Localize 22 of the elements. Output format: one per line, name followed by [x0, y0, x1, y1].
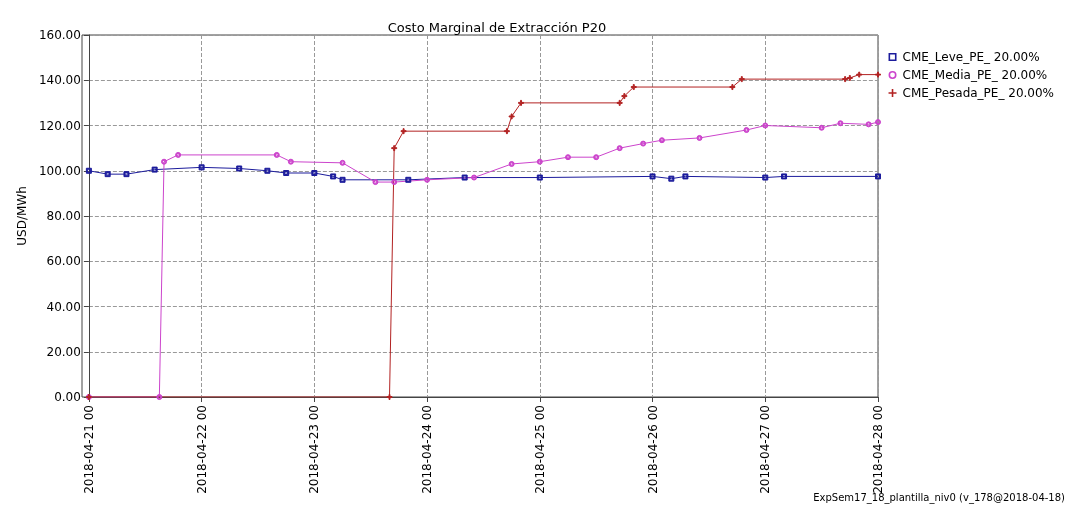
y-tick-label: 120.00: [38, 118, 81, 133]
y-tick-label: 100.00: [38, 163, 81, 178]
legend-label: CME_Leve_PE_ 20.00%: [902, 50, 1040, 64]
y-tick-label: 160.00: [38, 28, 81, 42]
y-tick-label: 60.00: [46, 254, 81, 269]
x-tick-label: 2018-04-25 00: [532, 405, 547, 494]
legend-label: CME_Pesada_PE_ 20.00%: [902, 86, 1055, 100]
x-tick-label: 2018-04-24 00: [420, 405, 435, 494]
y-tick-label: 40.00: [46, 299, 81, 314]
x-tick-label: 2018-04-21 00: [81, 405, 96, 494]
y-tick-label: 140.00: [38, 73, 81, 88]
y-tick-label: 20.00: [46, 344, 81, 359]
legend-label: CME_Media_PE_ 20.00%: [902, 68, 1048, 82]
x-tick-label: 2018-04-27 00: [758, 405, 773, 494]
chart-title: Costo Marginal de Extracción P20: [387, 20, 607, 35]
x-tick-label: 2018-04-26 00: [645, 405, 660, 494]
x-tick-label: 2018-04-23 00: [307, 405, 322, 494]
y-axis-title: USD/MWh: [15, 186, 29, 246]
y-tick-label: 0.00: [54, 390, 81, 404]
y-tick-label: 80.00: [46, 209, 81, 223]
x-tick-label: 2018-04-28 00: [871, 405, 885, 494]
x-tick-label: 2018-04-22 00: [194, 405, 209, 494]
